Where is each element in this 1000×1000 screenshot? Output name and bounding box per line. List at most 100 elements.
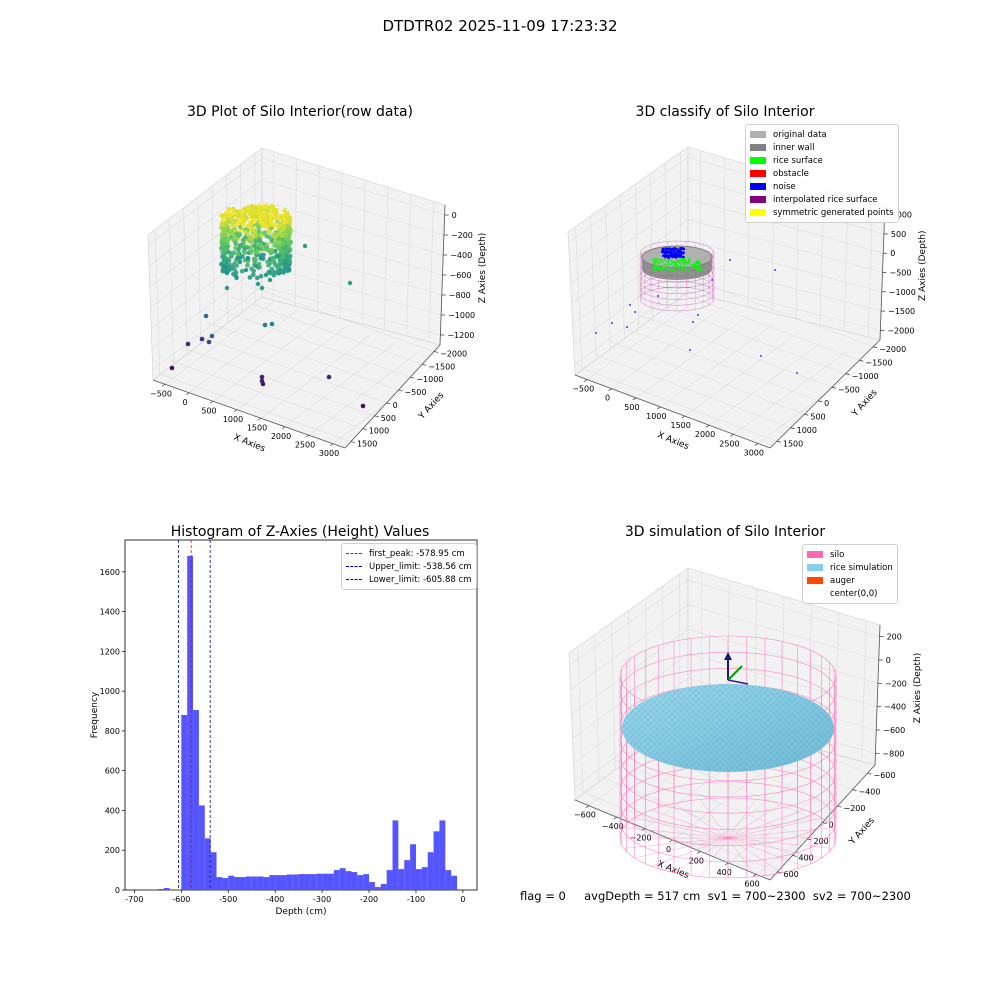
cls-rice-point <box>688 258 691 261</box>
cls-grid-y <box>609 340 805 415</box>
cls-x-tick-label: 1500 <box>671 421 691 430</box>
cls-rice-point <box>669 263 672 266</box>
cls-rice-point <box>658 259 661 262</box>
raw-point <box>225 228 231 233</box>
raw-grid-y <box>241 283 435 352</box>
sim-x-tick-label: 200 <box>689 856 704 865</box>
histogram-bar <box>386 870 393 890</box>
legend-swatch <box>750 196 766 203</box>
cls-rice-point <box>677 266 680 269</box>
raw-point <box>254 275 260 281</box>
raw-point <box>249 240 254 245</box>
raw-point <box>231 271 236 277</box>
raw-y-tick-label: 0 <box>393 401 398 410</box>
raw-point <box>226 266 232 272</box>
sim-x-tick-mark <box>669 839 673 843</box>
simulation-plot-title: 3D simulation of Silo Interior <box>624 524 826 540</box>
cls-noise-point <box>668 253 672 256</box>
cls-grid-wall <box>620 194 625 339</box>
cls-rice-point <box>679 265 682 268</box>
histogram-plot: -700 -600 -500 -400 -300 -200 -100 0 0 200 400 600 8… <box>90 539 478 917</box>
raw-point <box>231 220 236 225</box>
histogram-bar <box>239 877 246 890</box>
cls-noise-point <box>634 311 636 313</box>
cls-rice-point <box>664 263 667 266</box>
raw-point <box>242 250 247 256</box>
legend-line-swatch <box>346 553 362 554</box>
cls-rice-point <box>666 261 670 264</box>
cls-rice-point <box>674 261 678 264</box>
cls-x-tick-mark <box>608 388 612 391</box>
raw-grid-y <box>230 296 423 365</box>
cls-noise-point <box>669 250 673 254</box>
raw-y-tick-mark <box>374 415 379 418</box>
sim-y-tick-label: 200 <box>814 837 829 846</box>
raw-point <box>273 212 279 217</box>
raw-x-tick-label: −500 <box>150 389 172 398</box>
raw-point <box>269 321 275 327</box>
legend-item: Upper_limit: -538.56 cm <box>346 560 472 573</box>
sim-y-axis-label: Y Axies <box>847 816 877 848</box>
raw-point <box>245 256 251 261</box>
histogram-bar <box>216 877 223 890</box>
raw-point <box>258 233 264 238</box>
sim-y-tick-label: −600 <box>874 771 896 780</box>
cls-y-tick-label: −1500 <box>865 358 892 367</box>
cls-noise-point <box>667 256 671 260</box>
raw-3d-plot: −500 0 500 1000 1500 2000 2500 3000 1500 1000 500 0… <box>147 147 488 458</box>
cls-rice-point <box>655 258 658 261</box>
cls-noise-point <box>673 252 677 256</box>
silo-floor-spoke <box>634 837 729 859</box>
raw-point <box>262 322 268 328</box>
cls-grid-x <box>708 341 823 426</box>
raw-point <box>223 247 229 253</box>
cls-y-tick-mark <box>790 427 795 430</box>
raw-point <box>203 313 209 319</box>
raw-z-tick-label: −600 <box>450 271 472 280</box>
raw-point <box>227 250 232 255</box>
silo-floor-spoke <box>623 837 729 849</box>
raw-grid-wall <box>384 187 389 331</box>
cls-rice-point <box>661 260 664 263</box>
raw-point <box>222 236 227 242</box>
sim-z-tick-label: −600 <box>883 726 905 735</box>
cls-rice-point <box>652 267 655 270</box>
histogram-bar <box>345 871 352 890</box>
silo-floor-spoke <box>727 837 822 859</box>
raw-x-tick-mark <box>329 443 334 447</box>
cls-noise-point <box>611 322 613 324</box>
raw-grid-wall <box>361 180 366 325</box>
raw-point <box>284 214 290 219</box>
raw-point <box>268 270 273 276</box>
raw-point <box>224 285 230 291</box>
cls-x-tick-mark <box>705 424 710 428</box>
legend-label: symmetric generated points <box>773 207 894 218</box>
cls-rice-point <box>682 262 685 265</box>
raw-point <box>234 222 239 227</box>
cls-grid-wall <box>575 226 583 370</box>
cls-grid-y <box>581 367 777 442</box>
histogram-bar <box>198 805 205 890</box>
cls-z-tick-label: −500 <box>890 269 912 278</box>
legend-swatch <box>750 157 766 164</box>
auger-arrow <box>724 652 732 660</box>
histogram-bar <box>298 874 305 890</box>
legend-label: inner wall <box>773 142 815 153</box>
histogram-bar <box>415 869 422 890</box>
sim-y-tick-label: 400 <box>799 853 814 862</box>
legend-swatch <box>750 183 766 190</box>
cls-noise-point <box>657 295 659 297</box>
raw-point <box>252 219 257 224</box>
cls-grid-wall <box>665 162 668 308</box>
cls-z-axis-label: Z Axies (Depth) <box>918 230 928 301</box>
cls-rice-point <box>696 268 699 271</box>
cls-grid-x <box>635 314 750 399</box>
cls-x-tick-label: −500 <box>572 385 594 394</box>
raw-z-tick-label: −400 <box>450 251 472 260</box>
raw-point <box>302 243 308 249</box>
cls-x-tick-label: 500 <box>624 403 639 412</box>
cls-rice-point <box>661 269 664 272</box>
cls-noise-point <box>774 269 776 271</box>
raw-point <box>360 403 366 409</box>
sim-y-tick-label: −400 <box>859 788 881 797</box>
